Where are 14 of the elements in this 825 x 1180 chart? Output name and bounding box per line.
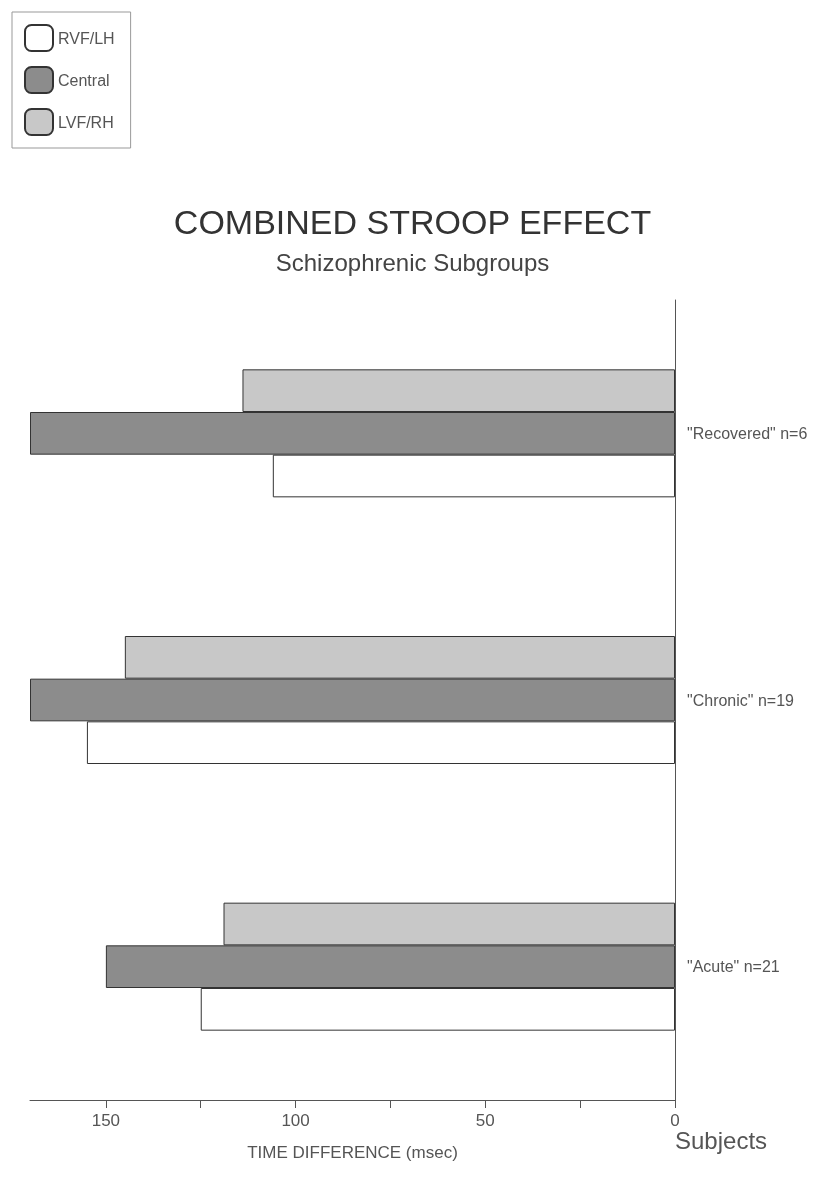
y-tick-label: "Recovered" n=6 [687, 424, 808, 442]
chart-subtitle: Schizophrenic Subgroups [275, 248, 550, 276]
x-tick-label: 0 [670, 1111, 680, 1130]
x-tick-label: 150 [91, 1111, 121, 1130]
y-tick-label: "Acute" n=21 [687, 958, 780, 976]
legend-label: Central [58, 71, 110, 89]
legend-label: LVF/RH [58, 113, 114, 131]
y-axis-title: Subjects [675, 1127, 768, 1155]
x-tick-label: 50 [475, 1111, 495, 1130]
y-tick-label: "Chronic" n=19 [687, 691, 795, 709]
x-tick-label: 100 [281, 1111, 310, 1130]
x-axis-title: TIME DIFFERENCE (msec) [247, 1143, 458, 1162]
chart-title: COMBINED STROOP EFFECT [173, 203, 652, 241]
legend-label: RVF/LH [58, 29, 115, 47]
